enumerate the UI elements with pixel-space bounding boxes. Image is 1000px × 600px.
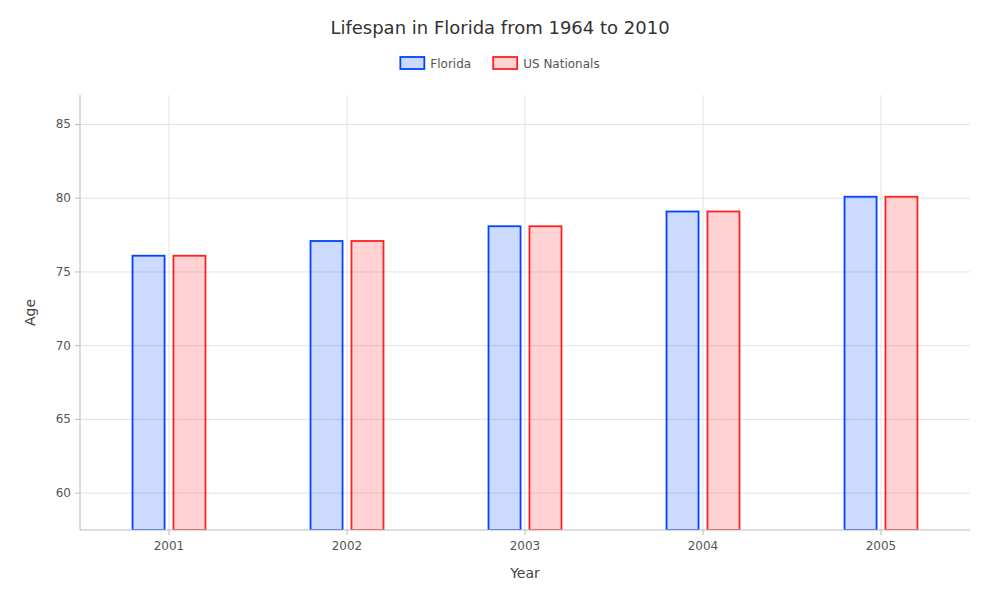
y-tick (75, 271, 80, 272)
x-tick (525, 530, 526, 535)
bars (133, 197, 918, 530)
legend-label: US Nationals (523, 57, 599, 71)
y-tick (75, 345, 80, 346)
bar (133, 256, 165, 530)
grid (80, 95, 970, 530)
y-tick-label: 75 (56, 265, 71, 279)
y-axis-label: Age (22, 299, 38, 326)
x-tick (881, 530, 882, 535)
bar (489, 226, 521, 530)
chart-container: 60 65 70 75 80 85 2001 2002 2003 2004 2005 Year Age L… (0, 0, 1000, 600)
legend-label: Florida (430, 57, 471, 71)
bar (667, 211, 699, 530)
legend-item: US Nationals (493, 57, 599, 71)
y-tick-label: 60 (56, 486, 71, 500)
bar (311, 241, 343, 530)
legend: Florida US Nationals (400, 57, 599, 71)
title: Lifespan in Florida from 1964 to 2010 (330, 17, 669, 38)
x-tick (347, 530, 348, 535)
x-axis-label: Year (509, 565, 540, 581)
y-tick-label: 65 (56, 412, 71, 426)
x-tick-label: 2005 (866, 539, 897, 553)
y-tick-label: 85 (56, 117, 71, 131)
x-tick-label: 2004 (688, 539, 719, 553)
x-grid-line (169, 95, 170, 530)
y-axis-line (80, 95, 81, 530)
x-tick-label: 2001 (154, 539, 185, 553)
bar (707, 211, 739, 530)
bar (351, 241, 383, 530)
y-tick (75, 198, 80, 199)
bar (173, 256, 205, 530)
x-grid-line (703, 95, 704, 530)
x-grid-line (525, 95, 526, 530)
x-tick (169, 530, 170, 535)
x-tick (703, 530, 704, 535)
chart: 60 65 70 75 80 85 2001 2002 2003 2004 2005 Year Age L… (0, 0, 1000, 600)
bar (529, 226, 561, 530)
y-tick-label: 70 (56, 339, 71, 353)
x-grid-line (347, 95, 348, 530)
axes: 60 65 70 75 80 85 2001 2002 2003 2004 2005 (56, 95, 970, 553)
y-tick (75, 124, 80, 125)
legend-swatch (400, 57, 424, 69)
y-tick (75, 493, 80, 494)
x-tick-label: 2003 (510, 539, 541, 553)
background (0, 0, 1000, 600)
legend-swatch (493, 57, 517, 69)
bar (885, 197, 917, 530)
x-tick-label: 2002 (332, 539, 363, 553)
legend-item: Florida (400, 57, 471, 71)
y-tick (75, 419, 80, 420)
bar (845, 197, 877, 530)
y-tick-label: 80 (56, 191, 71, 205)
x-grid-line (881, 95, 882, 530)
